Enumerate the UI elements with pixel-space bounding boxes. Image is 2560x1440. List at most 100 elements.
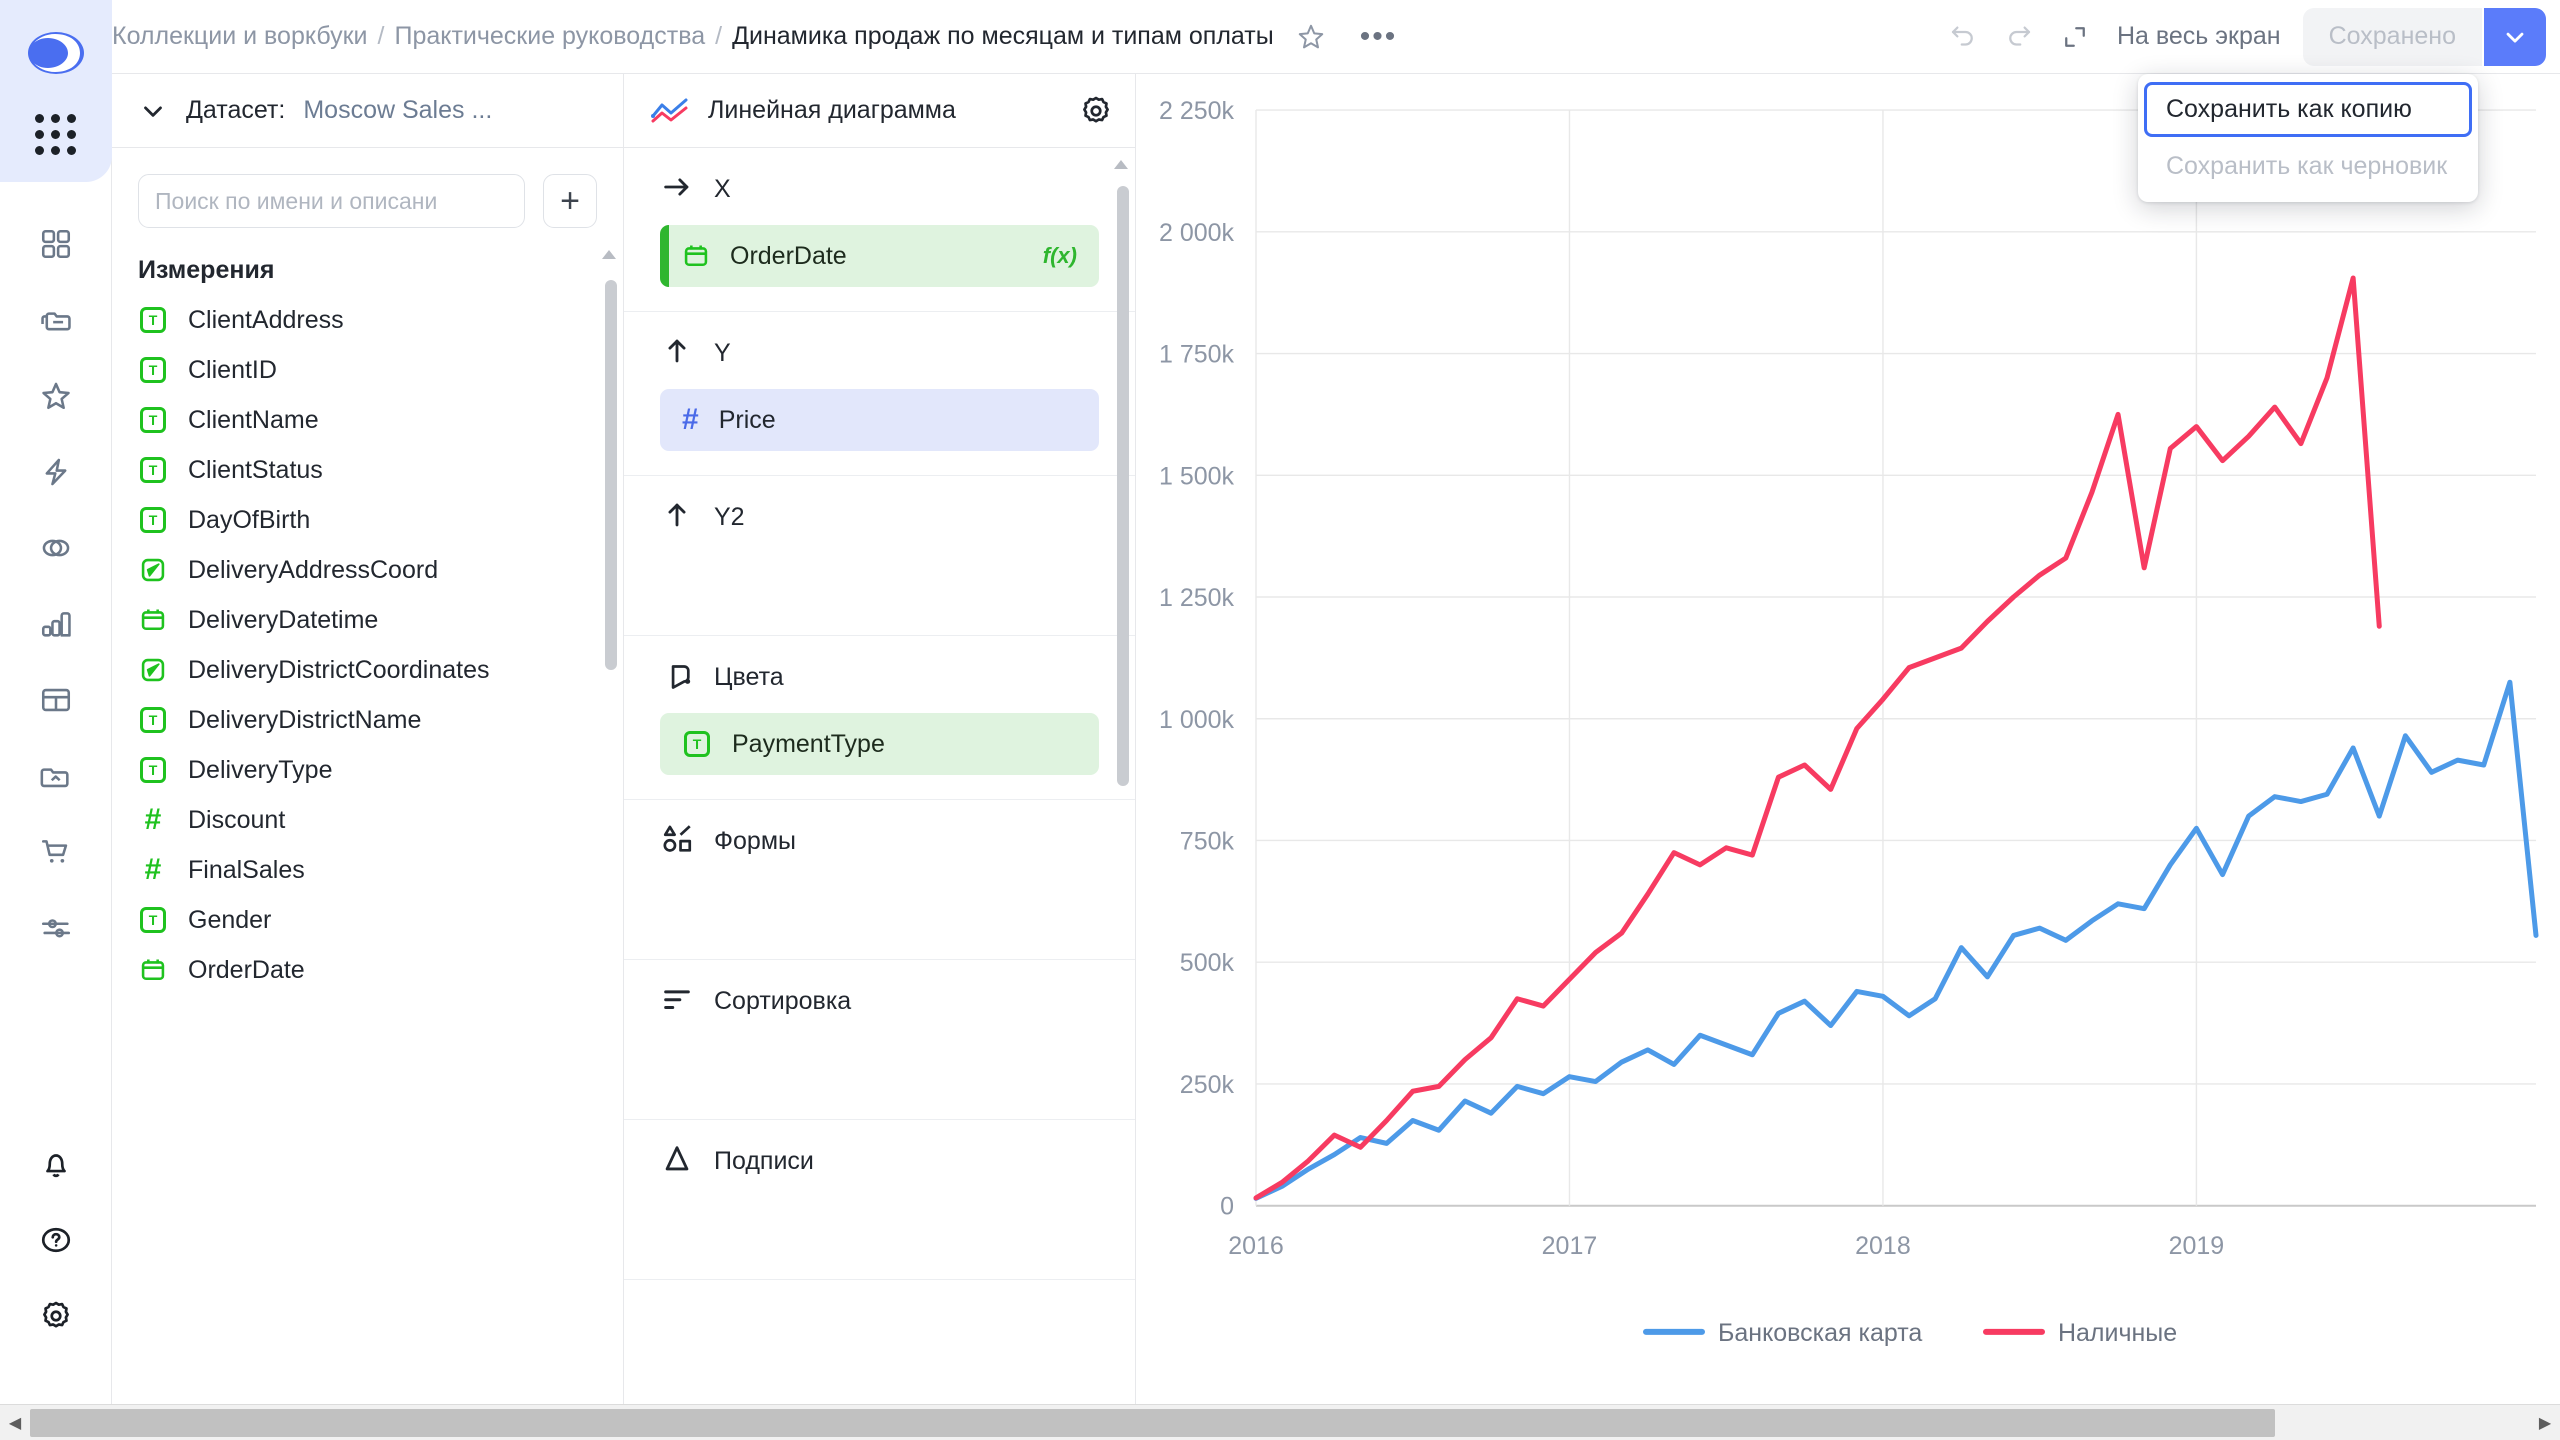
table-icon	[41, 688, 70, 712]
scroll-up-icon[interactable]	[1114, 160, 1128, 169]
text-icon: T	[138, 755, 168, 785]
calendar-icon	[682, 242, 710, 270]
breadcrumb-root[interactable]: Коллекции и воркбуки	[112, 22, 368, 50]
field-item[interactable]: T ClientName	[112, 395, 623, 445]
shapes-icon	[660, 822, 694, 861]
sidebar-item-charts[interactable]	[0, 586, 112, 662]
sidebar-item-notifications[interactable]	[0, 1126, 112, 1202]
sidebar-item-tables[interactable]	[0, 662, 112, 738]
field-item[interactable]: DeliveryDatetime	[112, 595, 623, 645]
expand-icon[interactable]	[2047, 9, 2103, 65]
drop-zone[interactable]	[660, 877, 1099, 935]
field-chip[interactable]: T PaymentType	[660, 713, 1099, 775]
line-chart-icon	[651, 98, 688, 122]
section-label: Цвета	[714, 663, 784, 691]
search-input[interactable]	[138, 174, 525, 228]
field-item[interactable]: # FinalSales	[112, 845, 623, 895]
field-item[interactable]: T DayOfBirth	[112, 495, 623, 545]
more-options-button[interactable]: •••	[1359, 19, 1398, 53]
chip-label: Price	[718, 405, 776, 434]
sidebar-item-help[interactable]	[0, 1202, 112, 1278]
sidebar-item-connections[interactable]	[0, 510, 112, 586]
sidebar-item-files[interactable]	[0, 738, 112, 814]
fields-scrollbar-thumb[interactable]	[605, 280, 617, 670]
text-icon: T	[138, 505, 168, 535]
caret-right-icon[interactable]: ▶	[2538, 1414, 2552, 1432]
section-header: Подписи	[660, 1142, 1099, 1181]
drop-zone[interactable]	[660, 553, 1099, 611]
sidebar-item-parameters[interactable]	[0, 890, 112, 966]
section-label: Сортировка	[714, 987, 852, 1015]
add-field-button[interactable]: +	[543, 174, 597, 228]
field-chip[interactable]: OrderDate f(x)	[660, 225, 1099, 287]
calendar-icon	[138, 955, 168, 985]
apps-grid-icon[interactable]	[28, 106, 84, 162]
sidebar-item-settings[interactable]	[0, 1278, 112, 1354]
viz-scrollbar[interactable]	[1114, 156, 1129, 1396]
caret-left-icon[interactable]: ◀	[8, 1414, 22, 1432]
dataset-panel: Датасет: Moscow Sales ... + Измерения TC…	[112, 74, 624, 1404]
gear-icon[interactable]	[1079, 94, 1113, 128]
scroll-up-icon[interactable]	[602, 250, 616, 259]
chart-canvas: 0 250k 500k 750k 1 000k 1 250k 1 500k 1 750k 2 0…	[1136, 74, 2560, 1404]
drop-zone[interactable]	[660, 1197, 1099, 1255]
geo-icon	[138, 555, 168, 585]
sidebar-item-dashboards[interactable]	[0, 206, 112, 282]
field-item[interactable]: T DeliveryType	[112, 745, 623, 795]
svg-text:1 250k: 1 250k	[1159, 584, 1235, 612]
logo-icon[interactable]	[21, 18, 91, 88]
sidebar-item-quick-actions[interactable]	[0, 434, 112, 510]
svg-text:2 000k: 2 000k	[1159, 219, 1235, 247]
save-dropdown-menu: Сохранить как копию Сохранить как чернов…	[2138, 74, 2478, 202]
sidebar-item-marketplace[interactable]	[0, 814, 112, 890]
field-item[interactable]: T ClientID	[112, 345, 623, 395]
menu-item-save-as-draft: Сохранить как черновик	[2166, 152, 2448, 180]
horizontal-scrollbar[interactable]: ◀ ▶	[0, 1404, 2560, 1440]
star-icon	[41, 382, 70, 410]
line-chart[interactable]: 0 250k 500k 750k 1 000k 1 250k 1 500k 1 750k 2 0…	[1136, 74, 2560, 1404]
field-item[interactable]: T ClientAddress	[112, 295, 623, 345]
field-label: Discount	[188, 805, 286, 834]
drop-zone[interactable]	[660, 1037, 1099, 1095]
svg-text:Наличные: Наличные	[2058, 1319, 2177, 1347]
field-item[interactable]: T ClientStatus	[112, 445, 623, 495]
viz-scrollbar-thumb[interactable]	[1117, 186, 1129, 786]
viz-section-y: Y # Price	[624, 312, 1135, 476]
text-icon: T	[138, 905, 168, 935]
undo-icon[interactable]	[1935, 9, 1991, 65]
breadcrumb-folder[interactable]: Практические руководства	[394, 22, 706, 50]
text-icon: T	[138, 355, 168, 385]
redo-icon[interactable]	[1991, 9, 2047, 65]
arrow-up-icon	[660, 334, 694, 373]
menu-item-save-as-copy[interactable]: Сохранить как копию	[2144, 82, 2472, 137]
svg-text:500k: 500k	[1180, 949, 1235, 977]
squares-icon	[41, 229, 70, 259]
star-icon[interactable]	[1296, 22, 1326, 52]
horizontal-scrollbar-thumb[interactable]	[30, 1409, 2275, 1437]
text-icon: T	[138, 455, 168, 485]
field-label: DeliveryDistrictCoordinates	[188, 655, 490, 684]
fullscreen-button[interactable]: На весь экран	[2117, 22, 2281, 50]
save-dropdown-button[interactable]	[2484, 7, 2546, 66]
field-item[interactable]: # Discount	[112, 795, 623, 845]
field-label: DeliveryDatetime	[188, 605, 379, 634]
field-item[interactable]: T Gender	[112, 895, 623, 945]
sidebar-item-collections[interactable]	[0, 282, 112, 358]
field-item[interactable]: DeliveryAddressCoord	[112, 545, 623, 595]
field-item[interactable]: DeliveryDistrictCoordinates	[112, 645, 623, 695]
section-header: Цвета	[660, 658, 1099, 697]
field-chip[interactable]: # Price	[660, 389, 1099, 451]
section-label: X	[714, 175, 731, 203]
dataset-header[interactable]: Датасет: Moscow Sales ...	[112, 74, 623, 148]
cart-icon	[41, 840, 67, 863]
breadcrumb: Коллекции и воркбуки / Практические руко…	[112, 19, 1398, 53]
sidebar-item-favorites[interactable]	[0, 358, 112, 434]
field-item[interactable]: T DeliveryDistrictName	[112, 695, 623, 745]
field-item[interactable]: OrderDate	[112, 945, 623, 995]
dataset-name[interactable]: Moscow Sales ...	[303, 96, 493, 124]
fields-section-title: Измерения	[138, 256, 275, 284]
number-icon: #	[144, 803, 162, 836]
fields-scrollbar[interactable]	[602, 246, 617, 1396]
text-icon: T	[138, 305, 168, 335]
question-icon	[41, 1227, 70, 1253]
